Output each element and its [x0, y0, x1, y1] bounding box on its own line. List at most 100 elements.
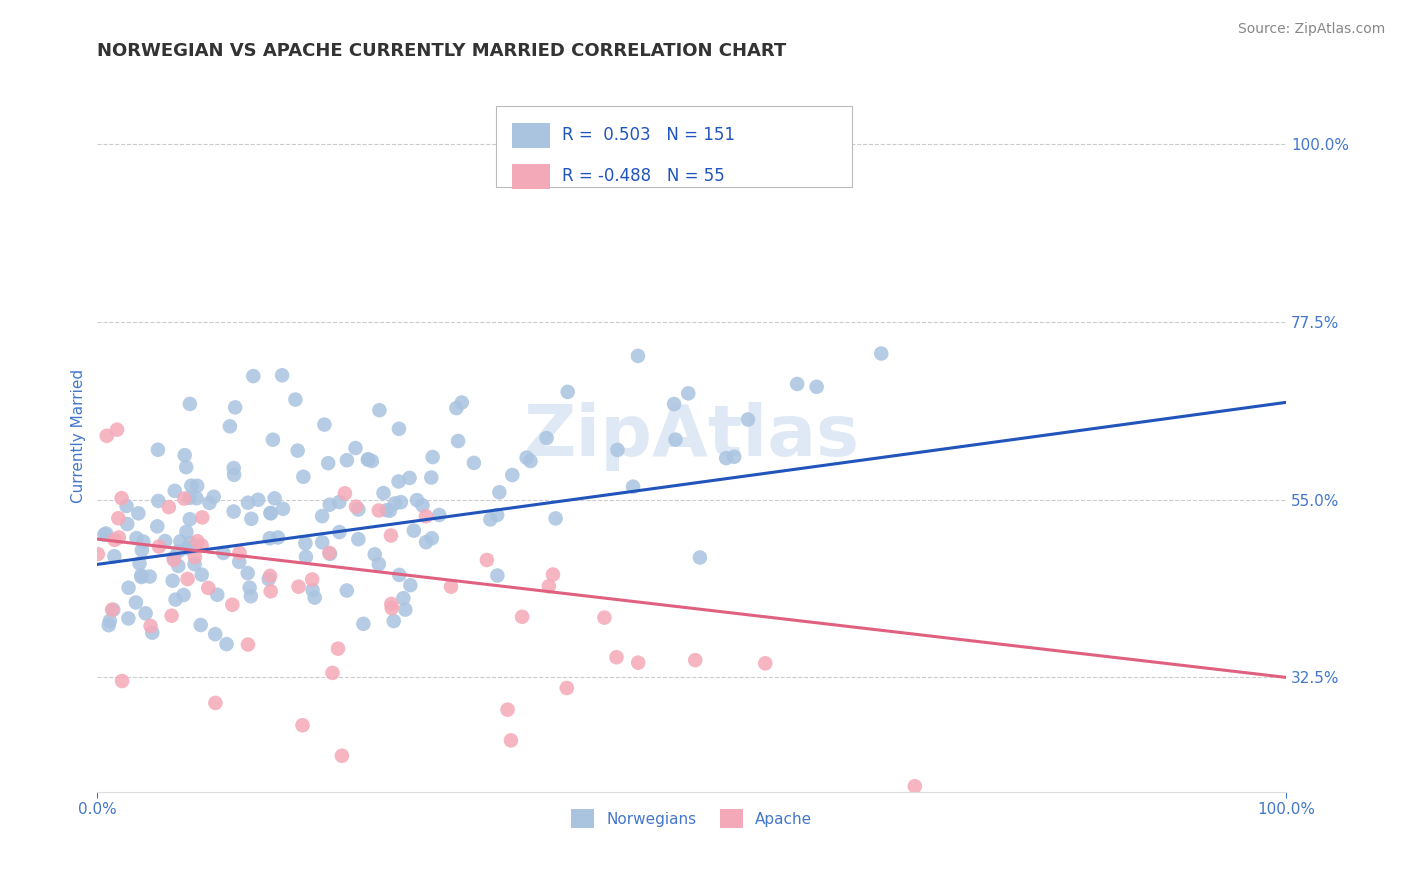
Point: [165, 592, 187, 607]
Point: [215, 637, 238, 651]
Point: [129, 568, 152, 582]
Point: [167, 544, 190, 558]
Point: [236, 496, 259, 510]
Point: [380, 597, 402, 611]
Point: [221, 598, 243, 612]
Point: [427, 508, 450, 522]
Point: [368, 403, 391, 417]
FancyBboxPatch shape: [495, 105, 852, 187]
Point: [186, 534, 208, 549]
Point: [247, 492, 270, 507]
Point: [501, 468, 523, 483]
Point: [344, 500, 367, 514]
Point: [714, 451, 737, 466]
Point: [173, 448, 195, 462]
Point: [375, 503, 398, 517]
Text: NORWEGIAN VS APACHE CURRENTLY MARRIED CORRELATION CHART: NORWEGIAN VS APACHE CURRENTLY MARRIED CO…: [97, 42, 786, 60]
Point: [357, 452, 380, 467]
Point: [163, 483, 186, 498]
Point: [132, 534, 155, 549]
Point: [301, 583, 323, 598]
Point: [104, 533, 127, 547]
Point: [202, 490, 225, 504]
Point: [260, 506, 283, 520]
Point: [287, 580, 309, 594]
Point: [117, 611, 139, 625]
Point: [183, 557, 205, 571]
Point: [678, 386, 700, 401]
Point: [402, 524, 425, 538]
Point: [605, 650, 627, 665]
Point: [336, 453, 359, 467]
Point: [131, 570, 153, 584]
Point: [326, 641, 349, 656]
Point: [301, 573, 323, 587]
Point: [179, 512, 201, 526]
Point: [364, 547, 387, 561]
Point: [292, 469, 315, 483]
Point: [415, 535, 437, 549]
Point: [541, 567, 564, 582]
Point: [138, 569, 160, 583]
Point: [163, 553, 186, 567]
Point: [662, 397, 685, 411]
Point: [316, 456, 339, 470]
Point: [163, 550, 186, 565]
Point: [125, 595, 148, 609]
Point: [115, 499, 138, 513]
Point: [207, 588, 229, 602]
Point: [117, 581, 139, 595]
Point: [107, 511, 129, 525]
Point: [190, 567, 212, 582]
Point: [737, 412, 759, 426]
Point: [257, 572, 280, 586]
Point: [111, 673, 134, 688]
Point: [87, 547, 110, 561]
Point: [146, 442, 169, 457]
Point: [103, 603, 125, 617]
Point: [191, 510, 214, 524]
Point: [169, 534, 191, 549]
Point: [173, 588, 195, 602]
Point: [271, 368, 294, 383]
Point: [536, 431, 558, 445]
Point: [179, 397, 201, 411]
Point: [378, 504, 401, 518]
Point: [754, 657, 776, 671]
Point: [271, 501, 294, 516]
Point: [352, 616, 374, 631]
Point: [450, 395, 472, 409]
Point: [167, 558, 190, 573]
Point: [488, 485, 510, 500]
Text: ZipAtlas: ZipAtlas: [523, 402, 859, 471]
Point: [311, 509, 333, 524]
Point: [319, 547, 342, 561]
Point: [333, 486, 356, 500]
Point: [186, 479, 208, 493]
Point: [125, 531, 148, 545]
Bar: [512, 163, 550, 188]
Point: [321, 665, 343, 680]
Point: [287, 443, 309, 458]
Point: [148, 494, 170, 508]
Point: [239, 589, 262, 603]
Point: [621, 480, 644, 494]
Point: [228, 546, 250, 560]
Point: [98, 614, 121, 628]
Point: [131, 543, 153, 558]
Point: [519, 454, 541, 468]
Point: [412, 499, 434, 513]
Text: Source: ZipAtlas.com: Source: ZipAtlas.com: [1237, 22, 1385, 37]
Point: [127, 506, 149, 520]
Point: [870, 346, 893, 360]
Point: [173, 491, 195, 506]
Point: [357, 452, 380, 467]
Point: [157, 500, 180, 515]
Point: [267, 531, 290, 545]
Point: [689, 550, 711, 565]
Point: [440, 580, 463, 594]
Point: [101, 603, 124, 617]
Point: [446, 401, 468, 416]
Point: [318, 498, 340, 512]
Point: [228, 555, 250, 569]
